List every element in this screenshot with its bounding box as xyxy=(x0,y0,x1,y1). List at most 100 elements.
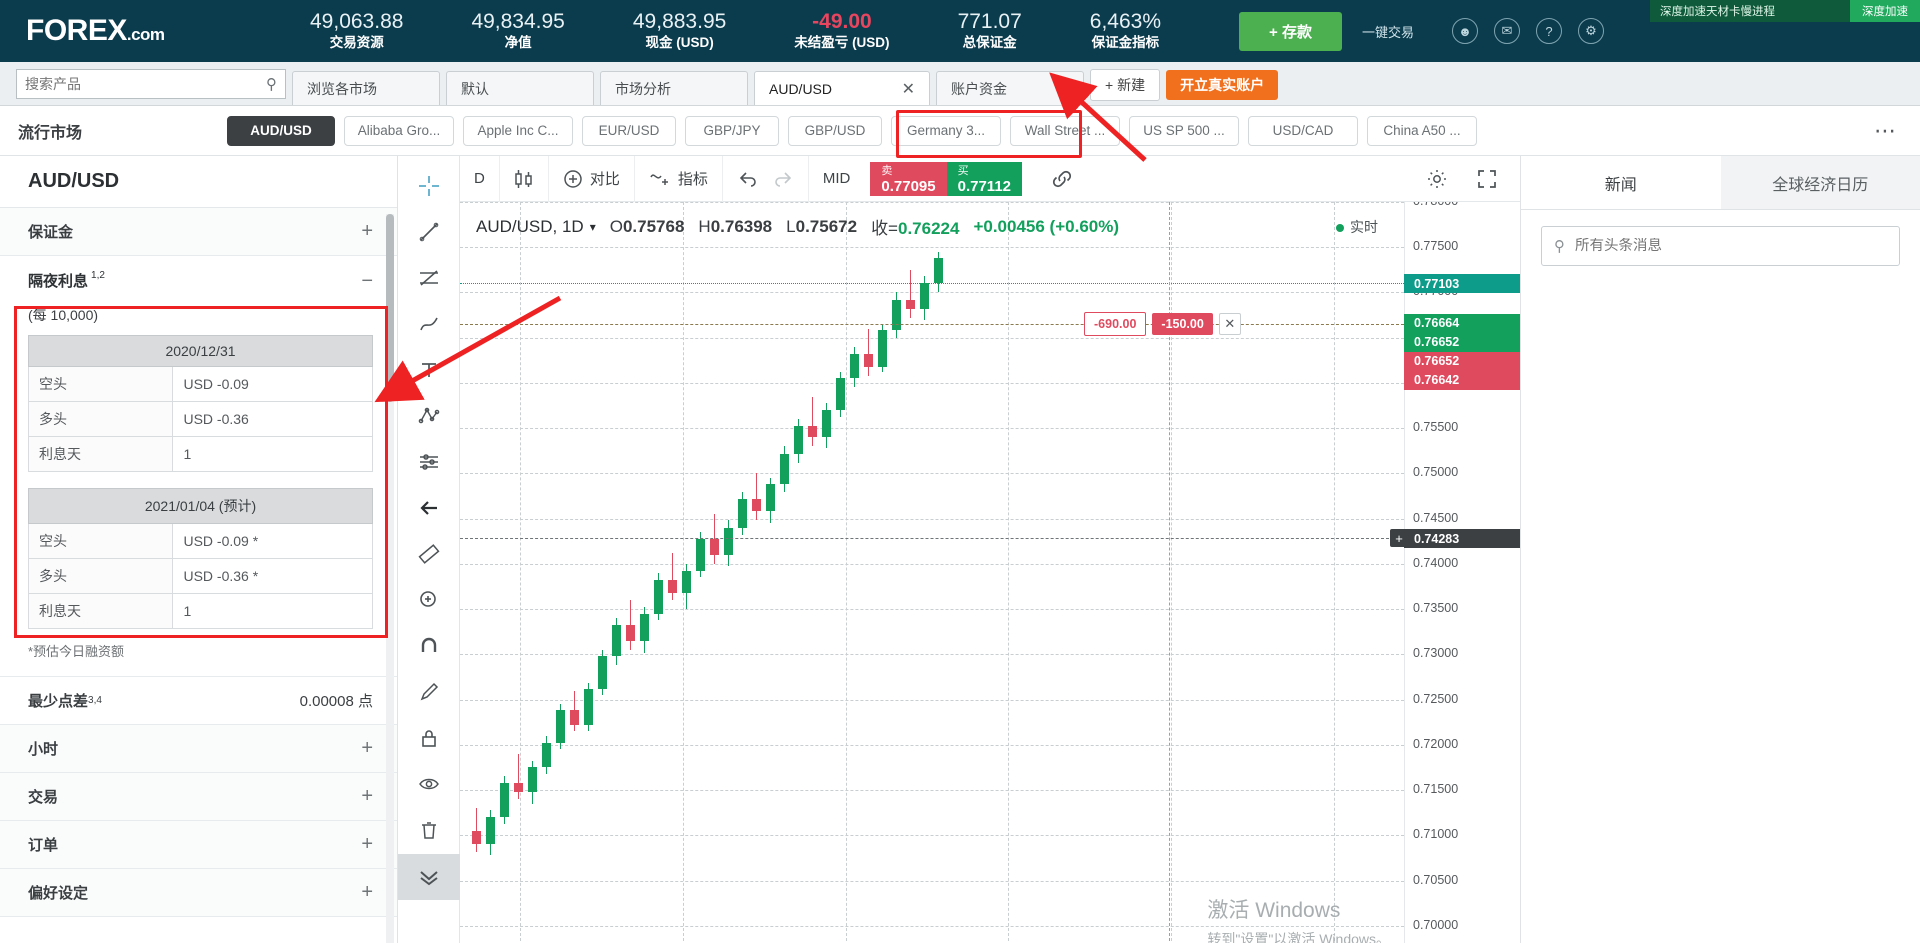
pencil-icon[interactable] xyxy=(407,670,451,714)
indicators-button[interactable]: 指标 xyxy=(635,155,723,202)
open-live-account-button[interactable]: 开立真实账户 xyxy=(1166,70,1279,100)
price-badge[interactable]: 0.76652 xyxy=(1404,332,1520,352)
market-chip-aud-usd[interactable]: AUD/USD xyxy=(227,115,335,146)
tab-aud-usd[interactable]: AUD/USD ✕ xyxy=(754,71,930,105)
fib-icon[interactable] xyxy=(407,256,451,300)
collapse-down-icon[interactable] xyxy=(397,854,460,900)
market-chip-us-sp500[interactable]: US SP 500 ... xyxy=(1129,115,1239,146)
position-pnl-badge[interactable]: -690.00 xyxy=(1084,311,1147,336)
chevron-down-icon[interactable]: ▾ xyxy=(589,219,596,234)
chart-settings-button[interactable] xyxy=(1412,156,1462,202)
price-axis[interactable]: 0.780000.775000.770000.765000.760000.755… xyxy=(1404,202,1520,943)
settings-icon[interactable]: ⚙ xyxy=(1577,18,1604,44)
tab-market-analysis[interactable]: 市场分析 xyxy=(600,71,748,105)
crosshair-icon[interactable] xyxy=(407,164,451,208)
zoom-in-icon[interactable] xyxy=(407,578,451,622)
grid-line xyxy=(845,202,847,943)
overnight-note: *预估今日融资额 xyxy=(28,644,125,659)
quick-trade-label[interactable]: 一键交易 xyxy=(1361,24,1414,40)
expand-icon[interactable]: + xyxy=(361,737,373,759)
collapse-icon[interactable]: − xyxy=(361,270,373,292)
market-chip-china-a50[interactable]: China A50 ... xyxy=(1367,115,1477,146)
forecast-icon[interactable] xyxy=(407,440,451,484)
market-chip-wall-street[interactable]: Wall Street ... xyxy=(1010,115,1120,146)
row-value: USD -0.36 * xyxy=(172,558,373,594)
price-badge[interactable]: 0.76642 xyxy=(1404,370,1520,390)
ruler-icon[interactable] xyxy=(407,532,451,576)
market-chip-eur-usd[interactable]: EUR/USD xyxy=(582,115,676,146)
bell-icon[interactable]: ☻ xyxy=(1451,18,1478,44)
chart-type-button[interactable] xyxy=(500,155,549,202)
news-search-input[interactable] xyxy=(1575,238,1887,254)
arrow-left-icon[interactable] xyxy=(407,486,451,530)
close-icon[interactable]: ✕ xyxy=(901,80,915,98)
tab-economic-calendar[interactable]: 全球经济日历 xyxy=(1720,156,1920,209)
chart-canvas[interactable]: AUD/USD, 1D ▾ O0.75768 H0.76398 L0.75672… xyxy=(460,202,1520,943)
add-order-icon[interactable]: + xyxy=(1390,529,1408,548)
text-icon[interactable] xyxy=(407,348,451,392)
pattern-icon[interactable] xyxy=(407,394,451,438)
expand-icon[interactable]: + xyxy=(361,881,373,903)
product-search[interactable]: ⚲ xyxy=(16,69,286,99)
eye-icon[interactable] xyxy=(407,762,451,806)
deposit-button[interactable]: + 存款 xyxy=(1239,11,1342,51)
panel-scroll-track[interactable] xyxy=(386,214,394,943)
trash-icon[interactable] xyxy=(407,808,451,852)
price-badge[interactable]: 0.76652 xyxy=(1404,351,1520,371)
market-chip-gbp-jpy[interactable]: GBP/JPY xyxy=(685,115,779,146)
brush-icon[interactable] xyxy=(407,302,451,346)
overnight-header[interactable]: 隔夜利息 1,2 − xyxy=(28,270,373,293)
message-icon[interactable]: ✉ xyxy=(1493,18,1520,44)
panel-title: AUD/USD xyxy=(0,156,397,208)
link-button[interactable] xyxy=(1036,156,1088,202)
panel-section-hours[interactable]: 小时 + xyxy=(0,725,397,773)
panel-section-orders[interactable]: 订单 + xyxy=(0,821,397,869)
overlay-accelerate-button[interactable]: 深度加速 xyxy=(1850,0,1920,22)
grid-line xyxy=(460,654,1404,656)
candle-body xyxy=(836,378,845,411)
trend-line-icon[interactable] xyxy=(407,210,451,254)
lock-icon[interactable] xyxy=(407,716,451,760)
search-icon[interactable]: ⚲ xyxy=(266,76,277,93)
price-badge[interactable]: 0.77103 xyxy=(1404,274,1520,294)
legend-symbol[interactable]: AUD/USD, 1D xyxy=(476,216,584,236)
undo-icon[interactable] xyxy=(737,170,759,188)
magnet-icon[interactable] xyxy=(407,624,451,668)
expand-icon[interactable]: + xyxy=(361,220,373,242)
tab-default[interactable]: 默认 xyxy=(446,71,594,105)
price-badge[interactable]: 0.74283 xyxy=(1404,529,1520,549)
panel-section-preferences[interactable]: 偏好设定 + xyxy=(0,869,397,917)
new-tab-button[interactable]: + 新建 xyxy=(1090,69,1161,101)
tab-news[interactable]: 新闻 xyxy=(1521,156,1721,209)
interval-selector[interactable]: D xyxy=(460,155,500,202)
price-badge[interactable]: 0.76664 xyxy=(1404,313,1520,333)
search-input[interactable] xyxy=(25,76,266,92)
panel-scrollbar-thumb[interactable] xyxy=(386,214,394,402)
tab-browse-markets[interactable]: 浏览各市场 xyxy=(292,71,440,105)
brand-suffix: .com xyxy=(126,25,165,44)
mid-price-toggle[interactable]: MID xyxy=(809,156,865,202)
tab-account-funds[interactable]: 账户资金 xyxy=(936,71,1084,105)
position-pnl-badge[interactable]: -150.00 xyxy=(1152,312,1213,335)
candle-body xyxy=(822,410,831,438)
forex-logo[interactable]: FOREX.com xyxy=(26,14,276,48)
ellipsis-icon[interactable]: ⋯ xyxy=(1874,117,1898,143)
plot-area[interactable]: + -690.00 -150.00 ✕ xyxy=(460,202,1520,943)
compare-button[interactable]: 对比 xyxy=(549,155,635,202)
sell-quote[interactable]: 卖 0.77095 xyxy=(870,161,947,196)
market-chip-apple[interactable]: Apple Inc C... xyxy=(463,115,573,146)
market-chip-alibaba[interactable]: Alibaba Gro... xyxy=(344,115,454,146)
help-icon[interactable]: ? xyxy=(1535,18,1562,44)
fullscreen-button[interactable] xyxy=(1462,156,1520,202)
panel-section-margin[interactable]: 保证金 + xyxy=(0,208,397,256)
buy-quote[interactable]: 买 0.77112 xyxy=(946,161,1023,196)
market-chip-gbp-usd[interactable]: GBP/USD xyxy=(788,115,882,146)
expand-icon[interactable]: + xyxy=(361,785,373,807)
redo-icon[interactable] xyxy=(772,170,794,188)
market-chip-germany30[interactable]: Germany 3... xyxy=(891,115,1001,146)
news-search[interactable]: ⚲ xyxy=(1541,226,1900,266)
panel-section-trading[interactable]: 交易 + xyxy=(0,773,397,821)
expand-icon[interactable]: + xyxy=(361,833,373,855)
market-chip-usd-cad[interactable]: USD/CAD xyxy=(1248,115,1358,146)
close-position-icon[interactable]: ✕ xyxy=(1218,312,1241,335)
